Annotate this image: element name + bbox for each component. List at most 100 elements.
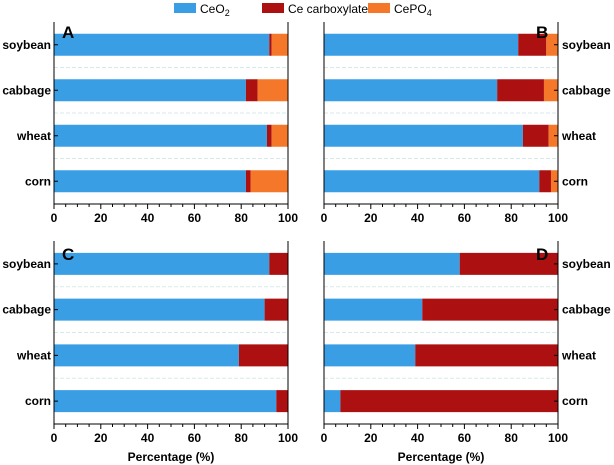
x-tick-label-60: 60: [458, 211, 472, 225]
bar-corn-ce-carboxylates: [245, 170, 251, 193]
x-tick-label-100: 100: [278, 431, 298, 445]
x-tick-label-40: 40: [411, 211, 425, 225]
bar-wheat-ce-carboxylates: [415, 344, 558, 367]
category-label-corn: corn: [25, 394, 51, 408]
x-tick-label-0: 0: [321, 431, 328, 445]
x-tick-label-80: 80: [505, 431, 519, 445]
x-tick-label-100: 100: [548, 431, 568, 445]
category-label-soybean: soybean: [562, 38, 611, 52]
x-tick-label-0: 0: [51, 431, 58, 445]
bar-soybean-cepo4: [546, 33, 558, 56]
bar-soybean-ceo2: [54, 33, 270, 56]
x-tick-label-40: 40: [141, 431, 155, 445]
legend-item-carbox: Ce carboxylates: [262, 2, 374, 16]
x-axis-title: Percentage (%): [398, 450, 485, 464]
bar-wheat-ceo2: [324, 124, 523, 147]
x-tick-label-40: 40: [141, 211, 155, 225]
category-label-wheat: wheat: [561, 129, 596, 143]
x-tick-label-20: 20: [94, 211, 108, 225]
bar-corn-ce-carboxylates: [276, 390, 288, 413]
panel-letter: B: [536, 23, 548, 42]
legend-item-cepo4: CePO4: [368, 2, 432, 18]
x-tick-label-100: 100: [548, 211, 568, 225]
legend-swatch-ceo2: [174, 3, 196, 13]
category-label-cabbage: cabbage: [562, 303, 611, 317]
panel-C: soybean cabbage wheat corn 0 20 40 60 80 100 Perce…: [2, 241, 298, 464]
bar-corn-ce-carboxylates: [539, 170, 551, 193]
x-tick-label-80: 80: [505, 211, 519, 225]
bar-cabbage-ceo2: [324, 298, 423, 321]
bar-soybean-cepo4: [271, 33, 288, 56]
category-label-cabbage: cabbage: [2, 83, 51, 97]
bar-wheat-ce-carboxylates: [266, 124, 272, 147]
panel-letter: C: [62, 245, 74, 264]
bar-soybean-ce-carboxylates: [459, 252, 558, 275]
x-axis-title: Percentage (%): [128, 450, 215, 464]
x-tick-label-60: 60: [188, 431, 202, 445]
panel-B: soybean cabbage wheat corn 0 20 40 60 80 100 B: [321, 22, 611, 225]
bar-corn-ceo2: [54, 170, 246, 193]
x-tick-label-60: 60: [458, 431, 472, 445]
bar-corn-ce-carboxylates: [340, 390, 558, 413]
category-label-wheat: wheat: [16, 348, 51, 362]
bar-cabbage-ce-carboxylates: [264, 298, 288, 321]
x-tick-label-80: 80: [235, 431, 249, 445]
bar-soybean-ceo2: [324, 252, 460, 275]
bar-corn-ceo2: [324, 390, 341, 413]
category-label-cabbage: cabbage: [2, 303, 51, 317]
category-label-wheat: wheat: [561, 348, 596, 362]
x-tick-label-100: 100: [278, 211, 298, 225]
category-label-soybean: soybean: [2, 38, 51, 52]
bar-corn-cepo4: [250, 170, 288, 193]
category-label-corn: corn: [562, 174, 588, 188]
category-label-cabbage: cabbage: [562, 83, 611, 97]
legend-swatch-cepo4: [368, 3, 390, 13]
bar-wheat-ceo2: [324, 344, 416, 367]
legend: CeO2 Ce carboxylates CePO4: [174, 2, 432, 18]
panel-letter: A: [62, 23, 74, 42]
bar-cabbage-ceo2: [54, 79, 246, 102]
bar-soybean-ce-carboxylates: [518, 33, 547, 56]
bar-wheat-ce-carboxylates: [522, 124, 549, 147]
legend-swatch-carbox: [262, 3, 284, 13]
category-label-wheat: wheat: [16, 129, 51, 143]
bar-wheat-ce-carboxylates: [238, 344, 288, 367]
x-tick-label-20: 20: [364, 431, 378, 445]
bar-wheat-ceo2: [54, 344, 239, 367]
bar-wheat-cepo4: [548, 124, 558, 147]
bar-cabbage-cepo4: [257, 79, 288, 102]
bar-wheat-cepo4: [271, 124, 288, 147]
bar-soybean-ceo2: [324, 33, 519, 56]
bar-cabbage-ce-carboxylates: [497, 79, 544, 102]
x-tick-label-0: 0: [321, 211, 328, 225]
bar-corn-ceo2: [324, 170, 540, 193]
x-tick-label-20: 20: [94, 431, 108, 445]
panel-letter: D: [536, 245, 548, 264]
panel-D: soybean cabbage wheat corn 0 20 40 60 80 100 Perce…: [321, 241, 611, 464]
x-tick-label-20: 20: [364, 211, 378, 225]
chart-panels: soybean cabbage wheat corn 0 20 40 60 80 100 Asoyb…: [2, 22, 611, 464]
x-tick-label-0: 0: [51, 211, 58, 225]
legend-label-ceo2: CeO2: [200, 2, 230, 18]
bar-cabbage-ceo2: [54, 298, 265, 321]
bar-soybean-ceo2: [54, 252, 270, 275]
bar-corn-ceo2: [54, 390, 277, 413]
bar-wheat-ceo2: [54, 124, 267, 147]
category-label-soybean: soybean: [562, 257, 611, 271]
category-label-corn: corn: [562, 394, 588, 408]
bar-cabbage-ce-carboxylates: [245, 79, 258, 102]
bar-soybean-ce-carboxylates: [269, 252, 288, 275]
bar-cabbage-cepo4: [543, 79, 558, 102]
x-tick-label-80: 80: [235, 211, 249, 225]
bar-cabbage-ceo2: [324, 79, 498, 102]
legend-label-cepo4: CePO4: [394, 2, 432, 18]
x-tick-label-60: 60: [188, 211, 202, 225]
bar-soybean-ce-carboxylates: [269, 33, 272, 56]
category-label-corn: corn: [25, 174, 51, 188]
bar-cabbage-ce-carboxylates: [422, 298, 558, 321]
legend-label-carbox: Ce carboxylates: [288, 2, 374, 16]
x-tick-label-40: 40: [411, 431, 425, 445]
panel-A: soybean cabbage wheat corn 0 20 40 60 80 100 A: [2, 22, 298, 225]
category-label-soybean: soybean: [2, 257, 51, 271]
